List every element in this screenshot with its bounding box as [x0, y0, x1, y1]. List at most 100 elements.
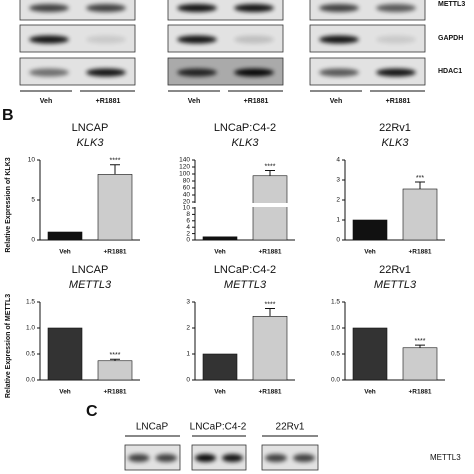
y-tick-label: 8	[186, 211, 190, 218]
chart-title: 22Rv1	[379, 122, 411, 134]
significance: ****	[110, 158, 121, 165]
chart-title: LNCAP	[72, 264, 109, 276]
band	[86, 68, 126, 77]
chart-title: LNCAP	[72, 122, 109, 134]
band	[319, 35, 359, 44]
chart-subtitle: KLK3	[232, 137, 260, 149]
y-tick-label: 0	[186, 377, 190, 384]
band	[128, 454, 150, 462]
bar	[202, 353, 238, 381]
significance: ****	[415, 338, 426, 345]
y-tick-label: 2	[186, 325, 190, 332]
significance: ****	[110, 352, 121, 359]
y-tick-label: 140	[179, 157, 190, 164]
bar	[252, 175, 288, 241]
cell-line: LNCaP	[136, 422, 169, 433]
band	[29, 35, 69, 44]
y-tick-label: 80	[183, 178, 191, 185]
bar	[202, 236, 238, 241]
y-tick-label: 0.0	[26, 377, 35, 384]
x-tick-label: Veh	[59, 249, 71, 256]
band	[177, 35, 217, 44]
x-tick-label: +R1881	[409, 249, 432, 256]
band	[177, 4, 217, 12]
bar	[97, 174, 133, 241]
x-tick-label: Veh	[364, 389, 376, 396]
bar	[352, 327, 388, 381]
chart-subtitle: KLK3	[77, 137, 105, 149]
bar	[252, 315, 288, 381]
lane-label: +R1881	[244, 98, 269, 105]
band	[234, 68, 274, 77]
y-tick-label: 60	[183, 185, 191, 192]
band	[234, 35, 274, 44]
cell-line: 22Rv1	[276, 422, 305, 433]
band	[234, 4, 274, 12]
band	[222, 454, 243, 462]
x-tick-label: Veh	[59, 389, 71, 396]
cell-line: LNCaP:C4-2	[190, 422, 247, 433]
bar	[47, 327, 83, 381]
error-bar	[110, 358, 120, 361]
band	[195, 454, 216, 462]
blots	[19, 0, 426, 471]
chart-subtitle: METTL3	[69, 279, 112, 291]
x-tick-label: +R1881	[409, 389, 432, 396]
y-tick-label: 0	[186, 237, 190, 244]
y-tick-label: 0	[31, 237, 35, 244]
bar	[352, 219, 388, 241]
y-tick-label: 1	[186, 351, 190, 358]
y-tick-label: 0	[336, 237, 340, 244]
y-tick-label: 6	[186, 218, 190, 225]
y-tick-label: 20	[183, 199, 191, 206]
band	[86, 4, 126, 12]
y-tick-label: 40	[183, 192, 191, 199]
bar	[47, 231, 83, 241]
x-tick-label: +R1881	[104, 389, 127, 396]
significance: ****	[265, 163, 276, 170]
protein-label: METTL3	[430, 453, 461, 462]
y-tick-label: 3	[186, 299, 190, 306]
axis-break	[191, 203, 295, 207]
band	[293, 454, 315, 462]
band	[155, 454, 177, 462]
row-label: GAPDH	[438, 35, 463, 42]
chart-subtitle: KLK3	[382, 137, 410, 149]
y-tick-label: 1.5	[331, 299, 340, 306]
y-tick-label: 4	[336, 157, 340, 164]
x-tick-label: +R1881	[259, 249, 282, 256]
chart-title: 22Rv1	[379, 264, 411, 276]
y-tick-label: 0.0	[331, 377, 340, 384]
y-tick-label: 1.0	[331, 325, 340, 332]
row-label: HDAC1	[438, 68, 462, 75]
y-axis-label: Relative Expression of METTL3	[5, 294, 12, 398]
y-tick-label: 4	[186, 224, 190, 231]
error-bar	[415, 344, 425, 348]
chart-subtitle: METTL3	[374, 279, 417, 291]
y-tick-label: 5	[31, 197, 35, 204]
chart-subtitle: METTL3	[224, 279, 267, 291]
significance: ****	[265, 301, 276, 308]
bar	[402, 347, 438, 381]
band	[29, 4, 69, 12]
y-tick-label: 0.5	[26, 351, 35, 358]
band	[29, 68, 69, 77]
x-tick-label: Veh	[214, 249, 226, 256]
row-label: METTL3	[438, 1, 465, 8]
lane-label: +R1881	[386, 98, 411, 105]
y-tick-label: 1.0	[26, 325, 35, 332]
y-tick-label: 100	[179, 171, 190, 178]
chart-title: LNCaP:C4-2	[214, 122, 276, 134]
band	[376, 35, 416, 44]
error-bar	[265, 308, 275, 317]
x-tick-label: +R1881	[259, 389, 282, 396]
lane-label: Veh	[330, 98, 342, 105]
band	[177, 68, 217, 77]
y-tick-label: 120	[179, 164, 190, 171]
panel-label: C	[86, 403, 98, 420]
y-axis-label: Relative Expression of KLK3	[5, 157, 12, 252]
y-tick-label: 1.5	[26, 299, 35, 306]
error-bar	[415, 181, 425, 189]
significance: ***	[416, 175, 424, 182]
